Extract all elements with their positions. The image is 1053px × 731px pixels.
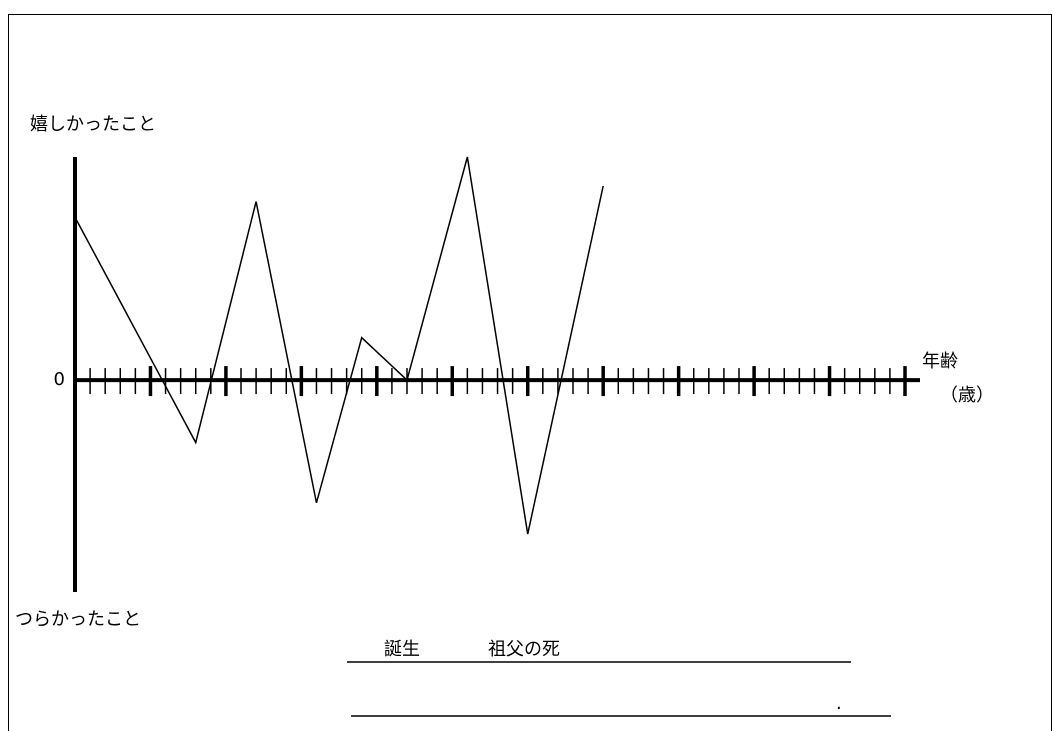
y-top-label: 嬉しかったこと (30, 114, 156, 135)
x-label: 年齢 (922, 351, 958, 372)
y-tick-label: 0 (54, 369, 65, 390)
life-line (74, 156, 604, 535)
annotation: 誕生 (384, 639, 420, 660)
frame (8, 14, 1052, 731)
annotation: . (836, 693, 842, 714)
annotation: 祖父の死 (488, 639, 560, 660)
y-bottom-label: つらかったこと (15, 609, 141, 630)
x-unit: （歳） (940, 385, 994, 406)
